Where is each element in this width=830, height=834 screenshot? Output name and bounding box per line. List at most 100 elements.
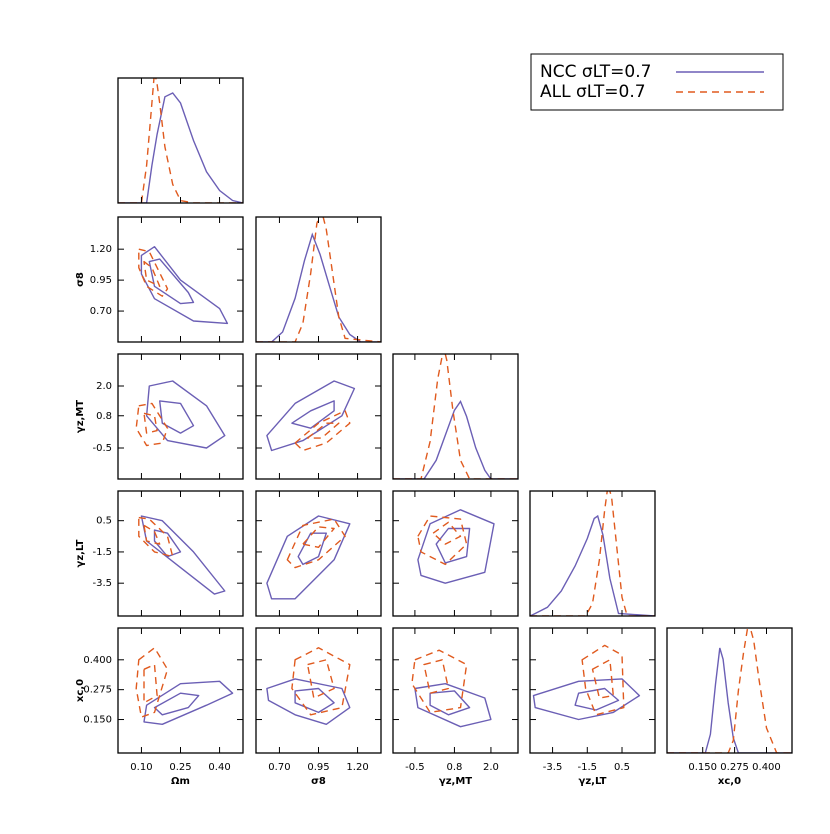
y-tick-label: 0.5 [96,516,112,527]
x-tick-label: 0.95 [307,762,329,773]
contour [291,400,335,429]
x-tick-label: 0.150 [688,762,717,773]
panel-frame [392,627,519,754]
panel-frame [117,627,244,754]
panel-frame [255,353,382,480]
contour [294,687,335,714]
x-tick-label: 0.400 [752,762,781,773]
panel-frame [255,490,382,617]
contour [140,246,229,325]
y-tick-label: -3.5 [92,578,112,589]
x-tick-label: 0.10 [130,762,152,773]
contour [143,524,161,545]
x-axis-label: xc,0 [718,776,741,787]
contour [143,260,161,287]
marginal-line [530,491,655,616]
contour [306,422,340,439]
panel [393,354,518,479]
y-tick-label: 0.400 [83,655,112,666]
x-tick-label: 0.40 [208,762,230,773]
y-tick-label: 0.150 [83,715,112,726]
contour [435,527,471,564]
contour [574,687,620,711]
y-tick-label: -1.5 [92,547,112,558]
y-tick-label: 0.275 [83,685,112,696]
contour [148,258,195,305]
x-axis-label: γz,MT [439,776,472,787]
panel-frame [117,490,244,617]
contour [591,659,614,699]
panel-frame [529,490,656,617]
contour [145,380,226,449]
marginal-line [393,400,518,479]
contour [153,692,200,716]
panel [118,78,243,203]
y-tick-label: 2.0 [96,381,112,392]
contour [429,690,471,716]
marginal-line [667,628,792,753]
panel-frame [529,627,656,754]
panel-frame [255,216,382,343]
x-tick-label: 0.5 [614,762,630,773]
contour [532,678,641,721]
y-tick-label: -0.5 [92,443,112,454]
contour [302,526,335,548]
marginal-line [393,354,518,479]
y-axis-label: γz,MT [75,400,86,433]
y-axis-label: σ8 [75,272,86,287]
contour [411,649,468,714]
y-axis-label: γz,LT [75,539,86,567]
marginal-line [118,78,243,203]
panel [266,380,356,452]
panel [532,644,641,721]
panel [417,509,495,584]
panel [135,647,234,725]
marginal-line [667,647,792,753]
contour [138,516,174,558]
contour [417,515,468,566]
legend-label: NCC σLT=0.7 [540,62,651,82]
contour [143,663,158,704]
contour [432,521,462,545]
y-tick-label: 1.20 [90,244,112,255]
x-tick-label: 2.0 [483,762,499,773]
x-tick-label: 0.8 [446,762,462,773]
contour [266,380,356,452]
x-tick-label: 0.25 [169,762,191,773]
contour [291,647,351,716]
panel [135,380,226,449]
panel [530,491,655,616]
contour [266,515,351,600]
panel-frame [392,353,519,480]
panel-frame [117,77,244,204]
contour [140,515,226,595]
legend-label: ALL σLT=0.7 [540,82,646,102]
x-tick-label: 0.275 [720,762,749,773]
x-tick-label: -1.5 [578,762,598,773]
panel [266,647,351,725]
y-axis-label: xc,0 [75,679,86,702]
legend-box [530,53,784,111]
contour [143,680,234,725]
contour [297,532,327,566]
contour [286,518,346,569]
contour [294,410,351,452]
contour [417,509,495,584]
panel-frame [255,627,382,754]
marginal-line [530,514,655,616]
panel [256,217,381,342]
x-axis-label: σ8 [311,776,326,787]
contour [143,412,158,434]
y-tick-label: 0.70 [90,306,112,317]
panel [411,649,492,728]
contour [135,402,169,447]
contour [266,678,351,725]
x-axis-label: Ωm [171,776,190,787]
y-tick-label: 0.95 [90,275,112,286]
contour [153,529,182,558]
panel-frame [666,627,793,754]
panel-frame [117,353,244,480]
contour [414,683,492,728]
panel [138,246,229,325]
